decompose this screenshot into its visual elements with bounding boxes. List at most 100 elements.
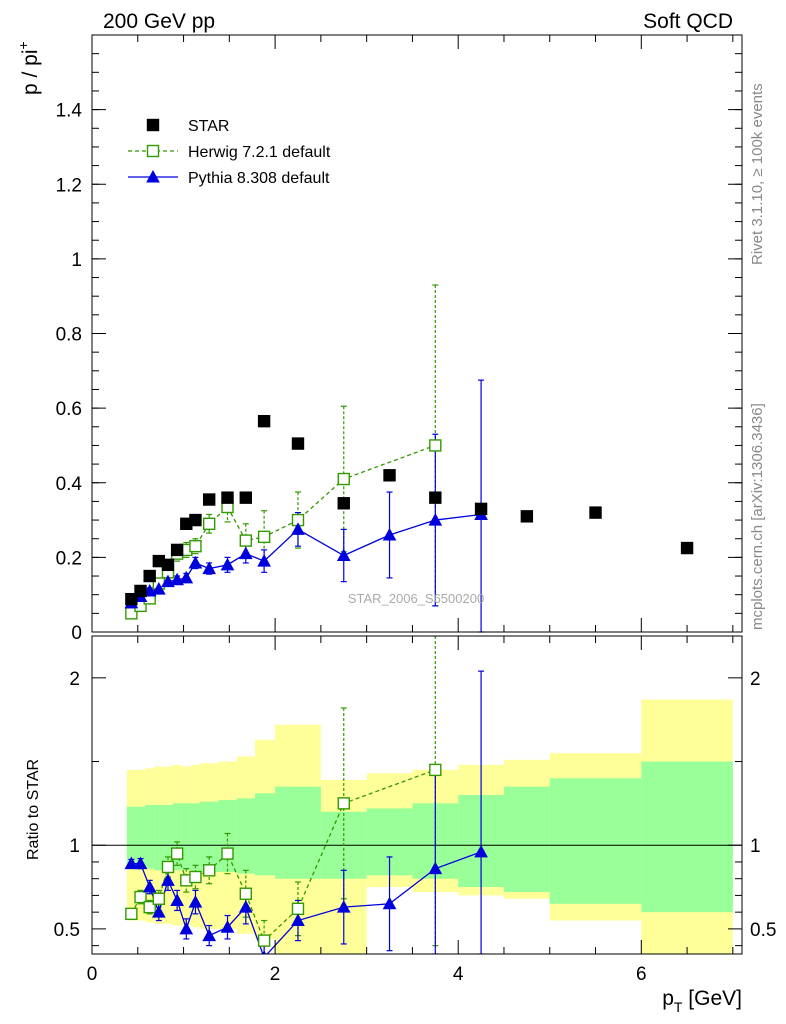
main-ytick-label: 0.6 <box>56 399 82 420</box>
x-tick-label: 6 <box>636 964 647 985</box>
ratio-band-inner <box>163 805 173 871</box>
rivet-version-label: Rivet 3.1.10, ≥ 100k events <box>749 83 766 265</box>
main-ytick-label: 0 <box>71 623 82 644</box>
pythia-ratio-point <box>382 896 397 910</box>
herwig-ratio-point <box>291 902 305 916</box>
x-tick-label: 2 <box>270 964 281 985</box>
ratio-band-inner <box>154 805 164 871</box>
herwig-ratio-point <box>143 900 156 914</box>
ratio-band-inner <box>181 803 191 871</box>
legend-herwig-marker <box>146 144 160 158</box>
pythia-ratio-point <box>151 905 166 918</box>
pythia-point <box>257 554 271 567</box>
ratio-axes: 0.5 0.5 1 1 2 2 0 2 4 6 <box>54 636 776 985</box>
pythia-ratio-point <box>291 913 305 927</box>
legend: STAR Herwig 7.2.1 default Pythia 8.308 def… <box>128 118 331 187</box>
herwig-point <box>257 530 271 544</box>
main-ytick-label: 1.2 <box>56 175 82 196</box>
pythia-point <box>238 546 253 560</box>
x-tick-label: 4 <box>453 964 464 985</box>
side-labels: Rivet 3.1.10, ≥ 100k events mcplots.cern… <box>749 83 766 630</box>
pythia-point <box>179 570 194 584</box>
pythia-ratio-point <box>124 856 139 870</box>
star-point <box>202 493 216 506</box>
pythia-point <box>151 582 166 595</box>
ratio-ytick-label-right: 0.5 <box>750 920 776 941</box>
star-point <box>257 414 271 428</box>
ratio-ytick-label: 1 <box>69 836 80 857</box>
pythia-point <box>220 557 235 571</box>
x-axis-label-unit: [GeV] <box>682 987 742 1010</box>
ratio-band-inner <box>641 761 733 913</box>
star-point <box>239 491 253 504</box>
ratio-ytick-label: 0.5 <box>54 920 80 941</box>
herwig-ratio-point <box>161 860 175 874</box>
herwig-ratio-point <box>337 797 350 810</box>
legend-pythia-marker <box>146 169 160 183</box>
ratio-band-inner <box>200 801 219 872</box>
pythia-point <box>291 522 305 535</box>
ratio-frame <box>91 635 743 955</box>
main-ytick-label: 1.4 <box>56 101 83 122</box>
star-point <box>429 491 442 504</box>
pythia-point <box>161 574 175 588</box>
main-axes: 0 0.2 0.4 0.6 0.8 1 1.2 1.4 <box>56 34 742 644</box>
star-point <box>474 502 488 516</box>
watermark: STAR_2006_S6500200 <box>348 591 484 606</box>
main-data-layer <box>124 284 694 633</box>
herwig-point <box>429 439 442 452</box>
ratio-band-inner <box>236 798 255 874</box>
herwig-ratio-point <box>239 887 253 900</box>
ratio-band-inner <box>254 793 276 876</box>
legend-label: STAR <box>188 118 229 135</box>
star-point <box>161 558 175 572</box>
legend-star-marker <box>146 118 160 132</box>
herwig-point <box>189 539 202 553</box>
main-plot: 00.20.40.60.811.21.4 STAR_2006_S6500200 … <box>15 34 743 644</box>
pythia-ratio-point <box>202 928 217 942</box>
pythia-ratio-point <box>179 921 194 935</box>
herwig-ratio-point <box>134 890 147 904</box>
x-axis-label: pT [GeV] <box>662 987 742 1015</box>
pythia-point <box>202 561 217 575</box>
main-ytick-label: 0.2 <box>56 548 82 569</box>
main-ytick-label: 1 <box>71 250 82 271</box>
ratio-data-layer <box>92 636 742 954</box>
pythia-point <box>428 513 443 526</box>
ratio-ytick-label: 2 <box>69 669 80 690</box>
pythia-point <box>336 548 351 562</box>
legend-label: Herwig 7.2.1 default <box>188 144 331 161</box>
mcplots-label: mcplots.cern.ch [arXiv:1306.3436] <box>749 403 766 630</box>
header-right: Soft QCD <box>643 10 733 33</box>
star-point <box>170 543 184 557</box>
main-ylabel-sup: + <box>15 41 31 49</box>
pythia-ratio-point <box>133 856 148 870</box>
star-point <box>589 506 602 519</box>
herwig-ratio-point <box>221 847 234 860</box>
herwig-point <box>202 517 216 530</box>
herwig-ratio-point <box>152 892 166 905</box>
star-point <box>680 541 694 555</box>
star-point <box>134 584 147 598</box>
pythia-ratio-point <box>336 900 351 913</box>
main-ylabel-text: p / pi <box>19 49 42 95</box>
x-tick-label: 0 <box>87 964 98 985</box>
herwig-ratio-point <box>257 934 271 947</box>
ratio-ytick-label-right: 2 <box>750 669 761 690</box>
pythia-point <box>170 572 184 586</box>
star-point <box>291 437 305 450</box>
pythia-ratio-point <box>238 900 253 913</box>
pythia-ratio-point <box>161 873 175 886</box>
pythia-ratio-point <box>220 920 235 933</box>
pythia-ratio-point <box>170 893 184 906</box>
ratio-ytick-label-right: 1 <box>750 836 761 857</box>
star-point <box>383 469 396 482</box>
x-axis-label-sub: T <box>674 999 683 1015</box>
herwig-ratio-point <box>429 763 442 777</box>
pythia-point <box>382 527 397 541</box>
main-ytick-label: 0.4 <box>56 474 83 495</box>
herwig-point <box>337 472 350 486</box>
star-point <box>520 510 534 523</box>
ratio-series-group <box>124 636 488 954</box>
